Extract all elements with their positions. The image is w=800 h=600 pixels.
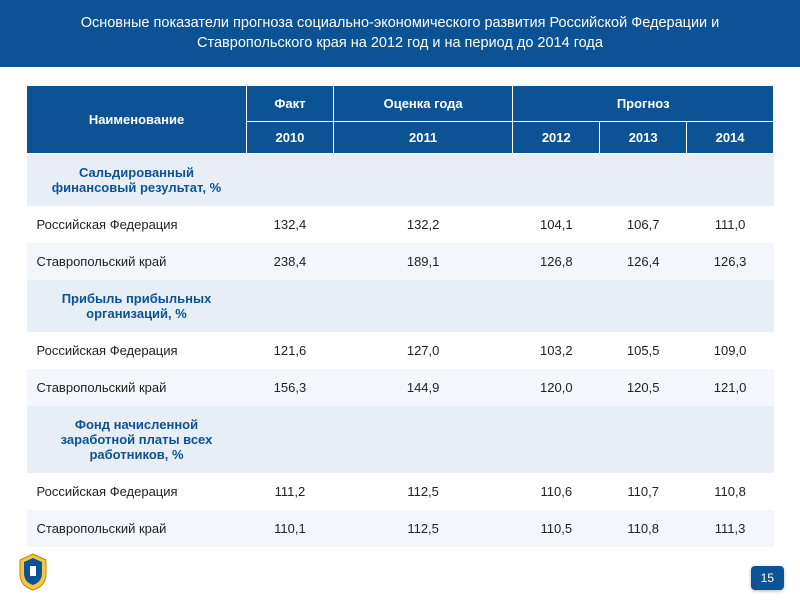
cell: 110,8 — [600, 510, 687, 547]
section-label: Прибыль прибыльных организаций, % — [27, 280, 247, 332]
cell: 110,5 — [513, 510, 600, 547]
cell: 111,2 — [247, 473, 334, 510]
cell: 120,0 — [513, 369, 600, 406]
row-label: Ставропольский край — [27, 510, 247, 547]
table-body: Сальдированный финансовый результат, % Р… — [27, 154, 774, 548]
cell: 189,1 — [333, 243, 512, 280]
cell: 110,8 — [687, 473, 774, 510]
row-label: Российская Федерация — [27, 332, 247, 369]
cell: 126,4 — [600, 243, 687, 280]
cell: 112,5 — [333, 473, 512, 510]
cell: 126,3 — [687, 243, 774, 280]
table-container: Наименование Факт Оценка года Прогноз 20… — [0, 67, 800, 547]
section-label: Сальдированный финансовый результат, % — [27, 154, 247, 207]
col-year-2013: 2013 — [600, 122, 687, 154]
cell: 111,3 — [687, 510, 774, 547]
cell: 104,1 — [513, 206, 600, 243]
cell: 144,9 — [333, 369, 512, 406]
cell: 127,0 — [333, 332, 512, 369]
cell: 121,0 — [687, 369, 774, 406]
indicators-table: Наименование Факт Оценка года Прогноз 20… — [26, 85, 774, 547]
cell: 109,0 — [687, 332, 774, 369]
cell: 103,2 — [513, 332, 600, 369]
cell: 106,7 — [600, 206, 687, 243]
table-row: Ставропольский край 156,3 144,9 120,0 12… — [27, 369, 774, 406]
table-row: Сальдированный финансовый результат, % — [27, 154, 774, 207]
col-fact: Факт — [247, 86, 334, 122]
row-label: Российская Федерация — [27, 473, 247, 510]
table-row: Российская Федерация 111,2 112,5 110,6 1… — [27, 473, 774, 510]
col-year-2010: 2010 — [247, 122, 334, 154]
table-row: Российская Федерация 132,4 132,2 104,1 1… — [27, 206, 774, 243]
table-row: Ставропольский край 110,1 112,5 110,5 11… — [27, 510, 774, 547]
col-year-2011: 2011 — [333, 122, 512, 154]
col-year-2012: 2012 — [513, 122, 600, 154]
cell: 112,5 — [333, 510, 512, 547]
cell: 110,1 — [247, 510, 334, 547]
coat-of-arms-icon — [16, 552, 50, 592]
section-label: Фонд начисленной заработной платы всех р… — [27, 406, 247, 473]
cell: 111,0 — [687, 206, 774, 243]
cell: 110,7 — [600, 473, 687, 510]
table-row: Фонд начисленной заработной платы всех р… — [27, 406, 774, 473]
cell: 156,3 — [247, 369, 334, 406]
cell: 132,2 — [333, 206, 512, 243]
page-number-badge: 15 — [751, 566, 784, 590]
cell: 120,5 — [600, 369, 687, 406]
col-name: Наименование — [27, 86, 247, 154]
col-estimate: Оценка года — [333, 86, 512, 122]
row-label: Ставропольский край — [27, 243, 247, 280]
table-row: Российская Федерация 121,6 127,0 103,2 1… — [27, 332, 774, 369]
cell: 110,6 — [513, 473, 600, 510]
table-row: Ставропольский край 238,4 189,1 126,8 12… — [27, 243, 774, 280]
cell: 105,5 — [600, 332, 687, 369]
col-forecast: Прогноз — [513, 86, 774, 122]
col-year-2014: 2014 — [687, 122, 774, 154]
cell: 132,4 — [247, 206, 334, 243]
row-label: Ставропольский край — [27, 369, 247, 406]
table-row: Прибыль прибыльных организаций, % — [27, 280, 774, 332]
cell: 126,8 — [513, 243, 600, 280]
cell: 238,4 — [247, 243, 334, 280]
cell: 121,6 — [247, 332, 334, 369]
slide-title: Основные показатели прогноза социально-э… — [0, 0, 800, 67]
row-label: Российская Федерация — [27, 206, 247, 243]
